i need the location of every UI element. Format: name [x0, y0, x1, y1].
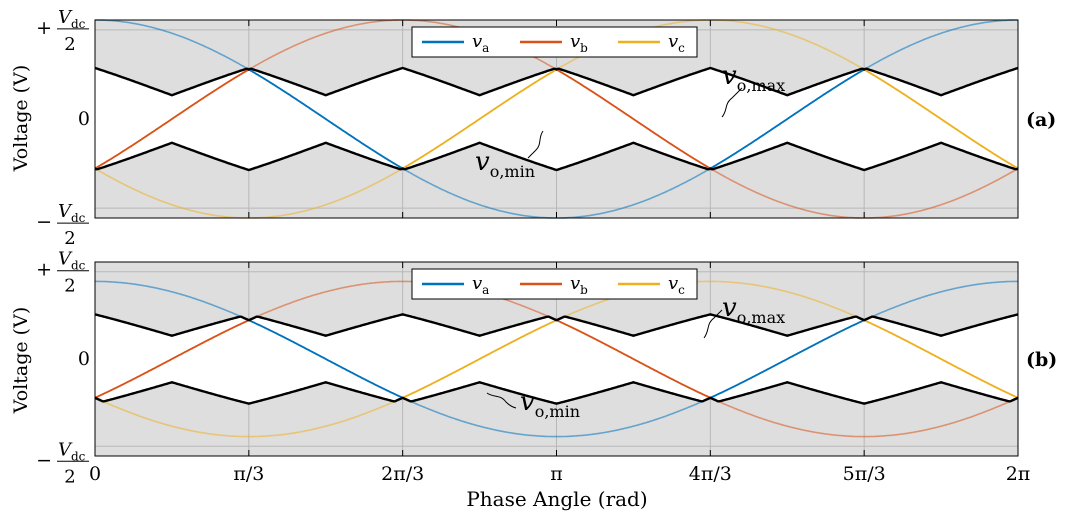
series-va [240, 315, 873, 403]
annotation-vmax-leader [703, 309, 723, 339]
legend-label-vc: vc [668, 31, 685, 55]
y-tick-top: + Vdc 2 [36, 249, 89, 297]
series-vo-min [94, 141, 1019, 172]
legend-label-vb: vb [570, 31, 588, 55]
annotation-vo-min: vo,min [520, 387, 580, 421]
y-tick-denominator: 2 [64, 228, 75, 249]
y-tick-sign: + [36, 259, 52, 281]
legend-label-va: va [472, 273, 489, 297]
annotation-vmin-leader [486, 392, 517, 409]
legend-label-vb: vb [570, 273, 588, 297]
x-tick-label: π [550, 463, 563, 485]
x-axis-label: Phase Angle (rad) [466, 487, 647, 511]
y-tick-sign: − [36, 211, 52, 233]
y-tick-zero: 0 [78, 108, 90, 130]
annotation-vmax-leader [721, 87, 743, 118]
legend: va vb vc [411, 268, 698, 300]
y-axis-label: Voltage (V) [10, 65, 32, 172]
y-tick-numerator: Vdc [58, 249, 86, 273]
y-tick-sign: + [36, 17, 52, 39]
y-tick-numerator: Vdc [58, 201, 86, 225]
series-va [247, 68, 866, 170]
y-tick-bottom: − Vdc 2 [36, 439, 89, 487]
envelope-region [95, 68, 1018, 170]
series-vo-min [94, 381, 1019, 405]
y-tick-denominator: 2 [64, 466, 75, 487]
annotation-vo-min: vo,min [475, 147, 535, 181]
annotation-vmin-leader [527, 130, 544, 159]
y-axis-label-b: Voltage (V) [10, 307, 32, 414]
x-tick-label: π/3 [233, 463, 264, 485]
annotation-vo-max: vo,max [722, 61, 785, 95]
x-tick-label: 5π/3 [843, 463, 886, 485]
series-vo-max [94, 313, 1019, 337]
panel-label: (b) [1026, 349, 1057, 371]
y-tick-zero: 0 [78, 348, 90, 370]
panel-label: (a) [1026, 109, 1056, 131]
x-tick-label: 0 [89, 463, 101, 485]
y-tick-bottom: − Vdc 2 [36, 201, 89, 249]
y-tick-denominator: 2 [64, 34, 75, 55]
x-tick-label: 2π [1006, 463, 1031, 485]
legend-label-vc: vc [668, 273, 685, 297]
y-tick-numerator: Vdc [58, 439, 86, 463]
y-tick-denominator: 2 [64, 276, 75, 297]
y-tick-numerator: Vdc [58, 7, 86, 31]
legend: va vb vc [411, 26, 698, 58]
y-tick-sign: − [36, 449, 52, 471]
x-tick-label: 2π/3 [381, 463, 424, 485]
x-tick-label: 4π/3 [689, 463, 732, 485]
annotation-vo-max: vo,max [722, 293, 785, 327]
y-tick-top: + Vdc 2 [36, 7, 89, 55]
series-vo-max [94, 66, 1019, 97]
legend-label-va: va [472, 31, 489, 55]
